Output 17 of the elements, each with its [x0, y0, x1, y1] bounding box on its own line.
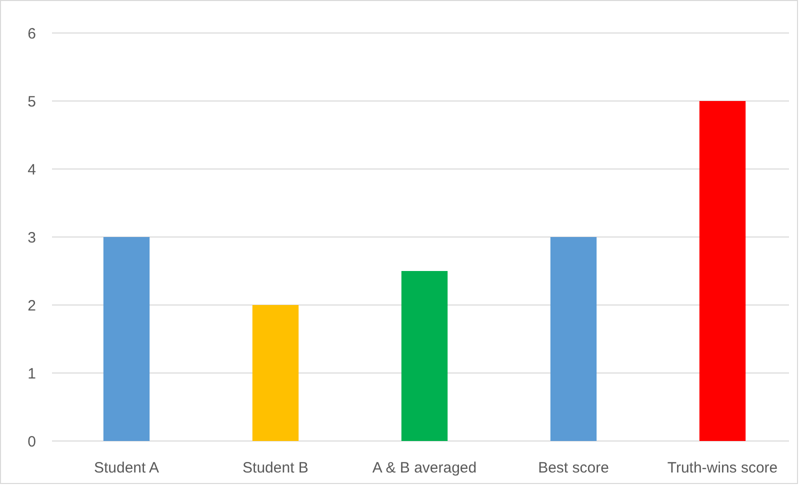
- y-tick-label: 0: [28, 433, 36, 450]
- bar: [103, 237, 150, 441]
- bar: [550, 237, 597, 441]
- x-tick-label: Truth-wins score: [667, 459, 778, 476]
- x-tick-label: Student B: [242, 459, 308, 476]
- y-tick-label: 4: [28, 161, 36, 178]
- x-tick-label: Student A: [94, 459, 160, 476]
- x-tick-label: A & B averaged: [372, 459, 477, 476]
- y-tick-label: 5: [28, 93, 36, 110]
- bar: [699, 101, 746, 441]
- x-tick-label: Best score: [538, 459, 609, 476]
- y-tick-label: 6: [28, 25, 36, 42]
- bar: [252, 305, 299, 441]
- y-tick-label: 2: [28, 297, 36, 314]
- y-tick-label: 3: [28, 229, 36, 246]
- bar: [401, 271, 448, 441]
- y-tick-label: 1: [28, 365, 36, 382]
